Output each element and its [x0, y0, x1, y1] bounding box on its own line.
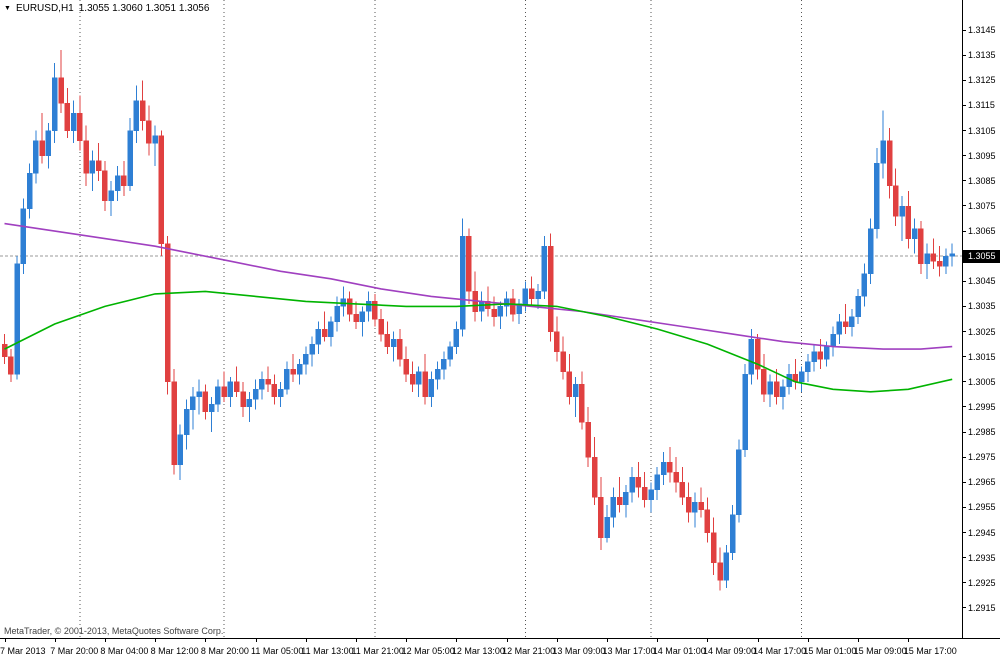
time-axis-label: 12 Mar 05:00: [401, 646, 455, 656]
time-axis-label: 15 Mar 09:00: [853, 646, 907, 656]
price-axis-tick: [963, 532, 966, 533]
time-axis-tick: [406, 639, 408, 642]
current-price-badge: 1.3055: [963, 249, 1000, 263]
price-axis-label: 1.3035: [968, 301, 996, 312]
time-axis-label: 14 Mar 01:00: [652, 646, 706, 656]
time-axis-tick: [305, 639, 307, 642]
price-axis-tick: [963, 130, 966, 132]
price-axis-label: 1.2945: [968, 527, 996, 538]
price-axis-label: 1.3125: [968, 75, 996, 86]
price-axis-tick: [963, 331, 966, 333]
price-axis-tick: [963, 230, 966, 232]
price-axis-tick: [963, 582, 966, 584]
price-axis[interactable]: 1.3055 1.3145 1.3135 1.3125 1.3115 1.3105 1.3…: [962, 0, 1000, 638]
time-axis-label: 13 Mar 09:00: [552, 646, 606, 656]
time-axis-label: 11 Mar 13:00: [301, 646, 354, 656]
price-axis-tick: [963, 607, 966, 609]
price-axis-label: 1.2925: [968, 577, 996, 588]
price-axis-label: 1.3095: [968, 150, 996, 161]
time-axis-label: 12 Mar 13:00: [451, 646, 505, 656]
price-axis-label: 1.3085: [968, 175, 996, 186]
time-axis-tick: [807, 639, 809, 642]
time-axis-label: 14 Mar 09:00: [702, 646, 756, 656]
price-axis-label: 1.2965: [968, 477, 996, 488]
candlestick-chart-canvas[interactable]: [0, 0, 962, 638]
price-axis-label: 1.2985: [968, 427, 996, 438]
time-axis-tick: [607, 639, 609, 642]
time-axis-label: 8 Mar 20:00: [200, 646, 249, 656]
price-axis-tick: [963, 557, 966, 559]
time-axis-label: 11 Mar 21:00: [351, 646, 404, 656]
price-axis-tick: [963, 180, 966, 182]
time-axis-tick: [506, 639, 508, 642]
price-axis-label: 1.2935: [968, 552, 996, 563]
price-axis-tick: [963, 155, 966, 157]
time-axis-tick: [456, 639, 458, 642]
time-axis-tick: [657, 639, 659, 642]
time-axis-label: 7 Mar 2013: [0, 646, 46, 656]
candles: [1, 50, 955, 591]
price-axis-tick: [963, 29, 966, 31]
time-axis-tick: [858, 639, 860, 642]
time-axis-label: 14 Mar 17:00: [753, 646, 807, 656]
chart-menu-icon[interactable]: ▼: [4, 4, 11, 12]
price-axis-tick: [963, 54, 966, 56]
price-axis-label: 1.3135: [968, 50, 996, 61]
ma-slow-purple-line: [4, 222, 953, 350]
time-axis-tick: [104, 639, 106, 642]
price-axis-tick: [963, 506, 966, 508]
time-axis-label: 11 Mar 05:00: [251, 646, 304, 656]
time-axis-tick: [707, 639, 709, 642]
price-axis-tick: [963, 356, 966, 358]
time-axis[interactable]: 7 Mar 2013 7 Mar 20:00 8 Mar 04:00 8 Mar 12…: [0, 638, 1000, 663]
chart-plot-area[interactable]: ▼ EURUSD,H1 1.3055 1.3060 1.3051 1.3056 …: [0, 0, 962, 638]
day-separator-lines: [79, 0, 803, 638]
price-axis-tick: [963, 305, 966, 307]
copyright-label: MetaTrader, © 2001-2013, MetaQuotes Soft…: [4, 626, 224, 636]
price-axis-tick: [963, 381, 966, 383]
price-axis-label: 1.3015: [968, 351, 996, 362]
price-axis-label: 1.3115: [968, 100, 995, 111]
time-axis-tick: [556, 639, 558, 642]
symbol-ohlc-header: ▼ EURUSD,H1 1.3055 1.3060 1.3051 1.3056: [4, 3, 209, 14]
price-axis-label: 1.2975: [968, 452, 996, 463]
price-axis-tick: [963, 481, 966, 483]
time-axis-label: 7 Mar 20:00: [50, 646, 99, 656]
price-axis-label: 1.2995: [968, 401, 996, 412]
ma-fast-green-line: [4, 290, 953, 393]
price-axis-tick: [963, 456, 966, 458]
time-axis-tick: [54, 639, 56, 642]
price-axis-label: 1.3105: [968, 125, 996, 136]
price-axis-label: 1.3045: [968, 276, 996, 287]
time-axis-label: 13 Mar 17:00: [602, 646, 656, 656]
price-axis-label: 1.3005: [968, 376, 996, 387]
price-axis-label: 1.3065: [968, 226, 996, 237]
price-axis-tick: [963, 280, 966, 282]
time-axis-label: 12 Mar 21:00: [502, 646, 556, 656]
time-axis-label: 8 Mar 04:00: [100, 646, 149, 656]
time-axis-label: 8 Mar 12:00: [150, 646, 199, 656]
price-axis-label: 1.3145: [968, 25, 996, 36]
price-axis-label: 1.3025: [968, 326, 996, 337]
time-axis-tick: [255, 639, 257, 642]
price-axis-tick: [963, 406, 966, 408]
price-axis-tick: [963, 104, 966, 106]
time-axis-tick: [4, 639, 6, 642]
time-axis-tick: [155, 639, 157, 642]
ohlc-values-label: 1.3055 1.3060 1.3051 1.3056: [78, 3, 210, 14]
price-axis-label: 1.2915: [968, 602, 996, 613]
symbol-timeframe-label: EURUSD,H1: [15, 3, 74, 14]
time-axis-label: 15 Mar 17:00: [903, 646, 957, 656]
time-axis-label: 15 Mar 01:00: [803, 646, 857, 656]
price-axis-tick: [963, 431, 966, 433]
price-axis-tick: [963, 79, 966, 81]
time-axis-tick: [757, 639, 759, 642]
price-axis-label: 1.3075: [968, 200, 996, 211]
price-axis-tick: [963, 205, 966, 207]
time-axis-tick: [205, 639, 207, 642]
time-axis-tick: [908, 639, 910, 642]
time-axis-tick: [355, 639, 357, 642]
price-axis-label: 1.2955: [968, 502, 996, 513]
